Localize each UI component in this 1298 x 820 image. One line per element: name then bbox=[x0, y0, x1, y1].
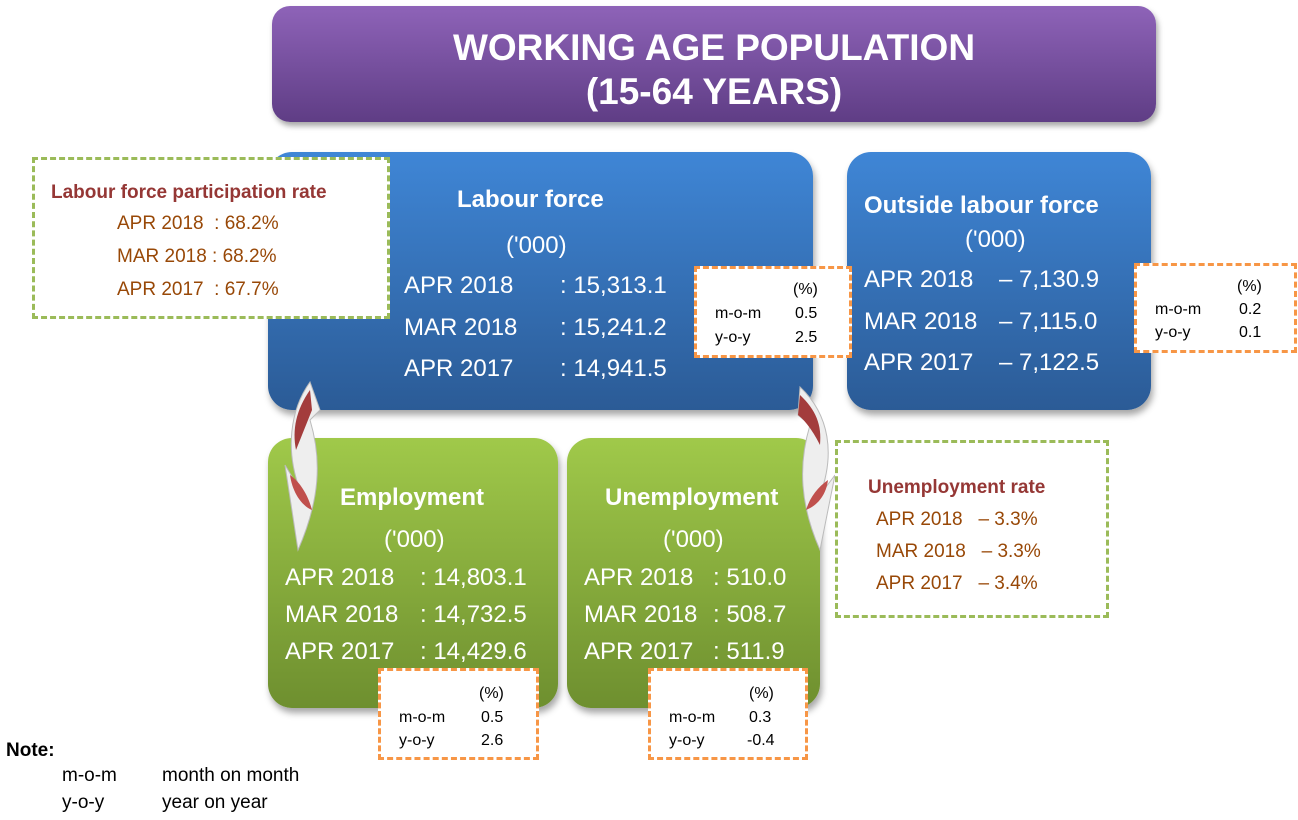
change-header: (%) bbox=[479, 685, 504, 702]
unemployment-rate-row: MAR 2018 – 3.3% bbox=[876, 541, 1041, 562]
labour-force-change-box: (%) m-o-m 0.5 y-o-y 2.5 bbox=[694, 266, 852, 358]
period: APR 2018 bbox=[285, 564, 395, 591]
period: APR 2017 bbox=[285, 638, 395, 665]
unit-label: ('000) bbox=[965, 226, 1026, 253]
period: APR 2018 bbox=[404, 272, 514, 299]
unemployment-rate-box: Unemployment rate APR 2018 – 3.3% MAR 20… bbox=[835, 440, 1109, 618]
value: : 508.7 bbox=[713, 601, 787, 628]
yoy-label: y-o-y bbox=[1155, 324, 1191, 341]
period: APR 2018 bbox=[584, 564, 694, 591]
note-abbr: m-o-m bbox=[62, 765, 117, 786]
value: : 510.0 bbox=[713, 564, 787, 591]
period: MAR 2018 bbox=[584, 601, 698, 628]
mom-label: m-o-m bbox=[715, 305, 762, 322]
lfpr-row: APR 2018 : 68.2% bbox=[117, 213, 279, 234]
unemployment-rate-title: Unemployment rate bbox=[868, 477, 1046, 498]
value: : 14,429.6 bbox=[420, 638, 527, 665]
note-meaning: year on year bbox=[162, 792, 268, 813]
period: MAR 2018 bbox=[285, 601, 399, 628]
yoy-label: y-o-y bbox=[715, 329, 751, 346]
unit-label: ('000) bbox=[384, 526, 445, 553]
mom-label: m-o-m bbox=[1155, 301, 1202, 318]
yoy-value: -0.4 bbox=[747, 732, 775, 749]
unemployment-box: Unemployment ('000) APR 2018 : 510.0 MAR… bbox=[567, 438, 820, 708]
note-title: Note: bbox=[6, 740, 55, 761]
title-line-1: WORKING AGE POPULATION bbox=[452, 27, 976, 68]
mom-value: 0.5 bbox=[795, 305, 818, 322]
outside-labour-force-box: Outside labour force ('000) APR 2018 – 7… bbox=[847, 152, 1151, 410]
period: MAR 2018 bbox=[864, 308, 978, 335]
labour-force-title: Labour force bbox=[457, 186, 604, 213]
unemployment-change-box: (%) m-o-m 0.3 y-o-y -0.4 bbox=[648, 668, 808, 760]
period: MAR 2018 bbox=[404, 314, 518, 341]
change-header: (%) bbox=[749, 685, 774, 702]
lfpr-row: MAR 2018 : 68.2% bbox=[117, 246, 277, 267]
note-abbr: y-o-y bbox=[62, 792, 105, 813]
change-header: (%) bbox=[1237, 278, 1262, 295]
value: : 14,732.5 bbox=[420, 601, 527, 628]
value: – 7,130.9 bbox=[999, 266, 1100, 293]
page-title: WORKING AGE POPULATION (15-64 YEARS) bbox=[272, 6, 1156, 122]
value: : 14,941.5 bbox=[560, 355, 667, 382]
mom-value: 0.5 bbox=[481, 709, 504, 726]
value: : 15,241.2 bbox=[560, 314, 667, 341]
unemployment-rate-row: APR 2017 – 3.4% bbox=[876, 573, 1038, 594]
period: APR 2018 bbox=[864, 266, 974, 293]
change-header: (%) bbox=[793, 281, 818, 298]
employment-change-box: (%) m-o-m 0.5 y-o-y 2.6 bbox=[378, 668, 539, 760]
curved-arrow-left-icon bbox=[284, 380, 321, 552]
unemployment-rate-row: APR 2018 – 3.3% bbox=[876, 509, 1038, 530]
period: APR 2017 bbox=[584, 638, 694, 665]
mom-value: 0.3 bbox=[749, 709, 772, 726]
value: : 15,313.1 bbox=[560, 272, 667, 299]
value: : 14,803.1 bbox=[420, 564, 527, 591]
unemployment-title: Unemployment bbox=[605, 484, 779, 511]
yoy-value: 0.1 bbox=[1239, 324, 1262, 341]
yoy-value: 2.6 bbox=[481, 732, 504, 749]
period: APR 2017 bbox=[404, 355, 514, 382]
outside-labour-force-change-box: (%) m-o-m 0.2 y-o-y 0.1 bbox=[1134, 263, 1297, 353]
unit-label: ('000) bbox=[506, 232, 567, 259]
title-line-2: (15-64 YEARS) bbox=[585, 71, 843, 112]
yoy-label: y-o-y bbox=[399, 732, 435, 749]
yoy-value: 2.5 bbox=[795, 329, 818, 346]
value: : 511.9 bbox=[713, 638, 785, 665]
lfpr-row: APR 2017 : 67.7% bbox=[117, 279, 279, 300]
employment-title: Employment bbox=[340, 484, 485, 511]
mom-label: m-o-m bbox=[399, 709, 446, 726]
yoy-label: y-o-y bbox=[669, 732, 705, 749]
value: – 7,115.0 bbox=[999, 308, 1098, 335]
value: – 7,122.5 bbox=[999, 349, 1100, 376]
labour-force-participation-rate-box: Labour force participation rate APR 2018… bbox=[32, 157, 390, 319]
unit-label: ('000) bbox=[663, 526, 724, 553]
mom-label: m-o-m bbox=[669, 709, 716, 726]
mom-value: 0.2 bbox=[1239, 301, 1262, 318]
note-meaning: month on month bbox=[162, 765, 300, 786]
period: APR 2017 bbox=[864, 349, 974, 376]
outside-labour-force-title: Outside labour force bbox=[864, 192, 1099, 219]
curved-arrow-right-icon bbox=[797, 385, 836, 552]
lfpr-title: Labour force participation rate bbox=[51, 182, 327, 203]
